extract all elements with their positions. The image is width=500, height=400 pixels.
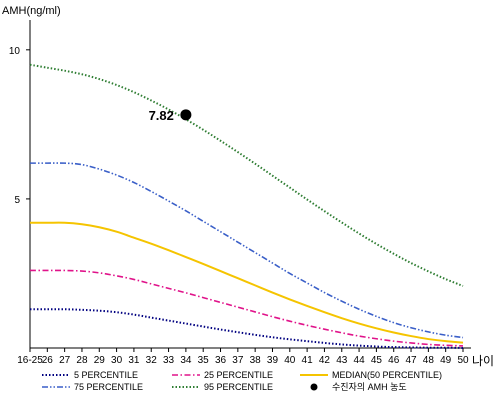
x-tick-label: 27 xyxy=(59,355,71,366)
x-tick-label: 50 xyxy=(457,355,469,366)
x-tick-label: 40 xyxy=(284,355,296,366)
x-tick-label: 38 xyxy=(250,355,262,366)
legend-label-25-percentile: 25 PERCENTILE xyxy=(204,370,273,380)
x-tick-label: 16-25 xyxy=(17,355,43,366)
legend-label-95-percentile: 95 PERCENTILE xyxy=(204,382,273,392)
x-tick-label: 46 xyxy=(388,355,400,366)
x-tick-label: 45 xyxy=(371,355,383,366)
x-tick-label: 49 xyxy=(440,355,452,366)
series-line-5-percentile xyxy=(30,308,464,349)
x-tick-label: 29 xyxy=(94,355,106,366)
legend-label-patient-point: 수진자의 AMH 농도 xyxy=(332,382,407,392)
axes xyxy=(29,20,471,349)
x-tick-label: 41 xyxy=(302,355,314,366)
x-tick-label: 32 xyxy=(146,355,158,366)
legend: 5 PERCENTILE 75 PERCENTILE 25 PERCENTILE 95… xyxy=(42,370,442,392)
series-line-75-percentile xyxy=(29,162,464,339)
x-tick-label: 44 xyxy=(354,355,366,366)
point-layer: 7.82 xyxy=(149,108,192,123)
y-tick-label: 10 xyxy=(9,46,21,57)
x-tick-label: 26 xyxy=(42,355,54,366)
legend-label-5-percentile: 5 PERCENTILE xyxy=(74,370,138,380)
patient-amh-value-label: 7.82 xyxy=(149,108,174,123)
x-tick-label: 48 xyxy=(423,355,435,366)
series-line-median-50-percentile xyxy=(30,221,464,344)
y-tick-label: 5 xyxy=(14,195,20,206)
x-tick-label: 31 xyxy=(128,355,140,366)
series-layer xyxy=(29,63,464,349)
x-tick-label: 33 xyxy=(163,355,175,366)
y-axis-title: AMH(ng/ml) xyxy=(2,5,61,17)
y-ticks: 5 10 xyxy=(9,46,30,206)
x-tick-label: 37 xyxy=(232,355,244,366)
series-line-95-percentile xyxy=(29,63,464,287)
x-tick-label: 35 xyxy=(198,355,210,366)
x-tick-label: 47 xyxy=(405,355,417,366)
x-tick-label: 28 xyxy=(76,355,88,366)
x-tick-label: 43 xyxy=(336,355,348,366)
patient-amh-point xyxy=(180,109,192,121)
legend-label-median-50-percentile: MEDIAN(50 PERCENTILE) xyxy=(332,370,442,380)
series-line-25-percentile xyxy=(30,269,464,347)
x-tick-label: 34 xyxy=(180,355,192,366)
x-tick-label: 36 xyxy=(215,355,227,366)
legend-label-75-percentile: 75 PERCENTILE xyxy=(74,382,143,392)
x-tick-label: 39 xyxy=(267,355,279,366)
x-tick-label: 30 xyxy=(111,355,123,366)
legend-swatch-patient-point xyxy=(310,383,318,391)
x-tick-label: 42 xyxy=(319,355,331,366)
x-axis-title: 나이 xyxy=(472,354,494,368)
